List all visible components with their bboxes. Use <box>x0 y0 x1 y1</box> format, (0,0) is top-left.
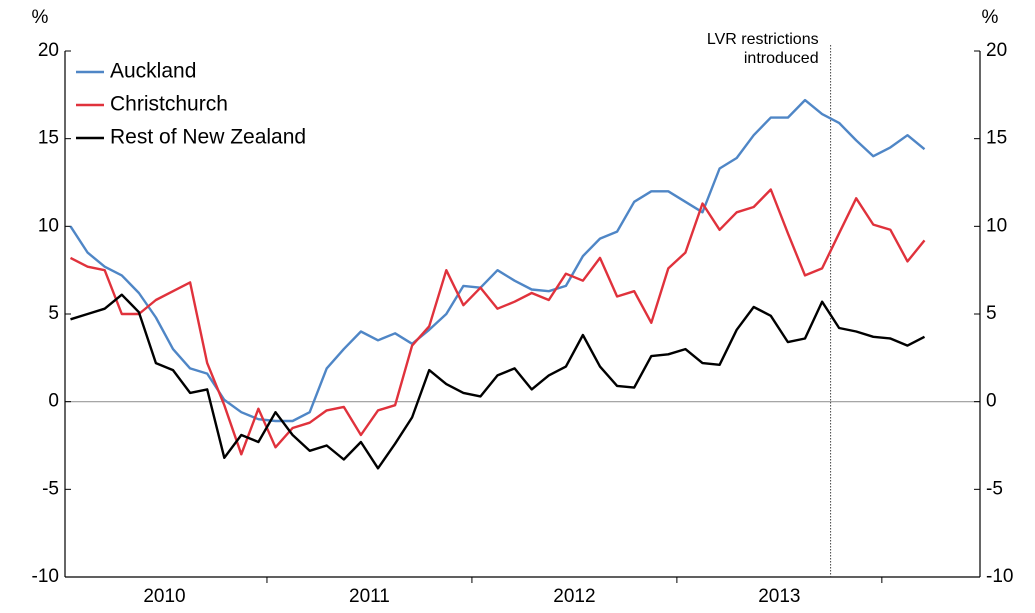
legend-label: Christchurch <box>110 93 228 116</box>
y2-tick-label: 0 <box>986 391 997 412</box>
x-tick-label: 2010 <box>143 586 185 607</box>
annotation-text: LVR restrictions <box>707 31 819 48</box>
series-line <box>70 293 926 470</box>
legend-label: Auckland <box>110 60 196 83</box>
y2-tick-label: 20 <box>986 40 1007 61</box>
series-line <box>69 98 926 423</box>
x-tick-label: 2013 <box>758 586 800 607</box>
y-tick-label: 20 <box>38 40 59 61</box>
y-tick-label: 0 <box>48 391 59 412</box>
y-tick-label: 10 <box>38 215 59 236</box>
y2-tick-label: 10 <box>986 215 1007 236</box>
y-tick-label: -10 <box>32 566 59 587</box>
x-tick-label: 2011 <box>349 586 390 607</box>
legend-label: Rest of New Zealand <box>110 126 306 149</box>
y-unit: % <box>32 7 49 28</box>
x-tick-label: 2012 <box>553 586 595 607</box>
y-tick-label: -5 <box>42 478 59 499</box>
series-line <box>69 188 926 456</box>
y-tick-label: 5 <box>48 303 59 324</box>
y2-unit: % <box>982 7 999 28</box>
y2-tick-label: 5 <box>986 303 997 324</box>
y-tick-label: 15 <box>38 128 59 149</box>
annotation-text: introduced <box>744 50 819 67</box>
y2-tick-label: -5 <box>986 478 1003 499</box>
y2-tick-label: 15 <box>986 128 1007 149</box>
y2-tick-label: -10 <box>986 566 1013 587</box>
